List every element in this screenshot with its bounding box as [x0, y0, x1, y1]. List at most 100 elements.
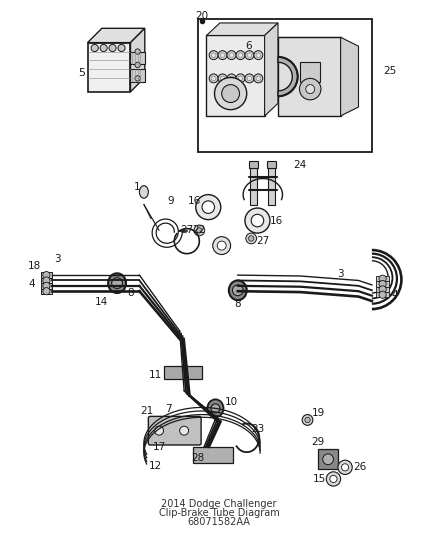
Circle shape — [245, 51, 254, 60]
Circle shape — [135, 62, 140, 68]
Bar — [376, 276, 389, 281]
Circle shape — [306, 85, 314, 94]
Text: 11: 11 — [149, 370, 162, 380]
Ellipse shape — [229, 280, 247, 300]
Circle shape — [197, 228, 202, 233]
Text: 14: 14 — [95, 297, 109, 307]
Text: Clip-Brake Tube Diagram: Clip-Brake Tube Diagram — [159, 507, 279, 518]
Bar — [41, 288, 52, 294]
Text: 7: 7 — [165, 404, 171, 414]
Circle shape — [326, 472, 341, 486]
Circle shape — [236, 74, 245, 83]
Bar — [249, 160, 258, 168]
Text: 22: 22 — [193, 225, 206, 236]
Polygon shape — [265, 23, 278, 116]
Text: 20: 20 — [195, 11, 208, 21]
Circle shape — [212, 53, 216, 58]
Circle shape — [248, 236, 254, 241]
Circle shape — [227, 51, 236, 60]
Bar — [376, 292, 389, 297]
Text: 10: 10 — [225, 397, 238, 407]
Text: 8: 8 — [127, 288, 134, 298]
Circle shape — [379, 275, 386, 282]
Circle shape — [100, 44, 107, 52]
Circle shape — [251, 214, 264, 227]
Text: 26: 26 — [353, 462, 366, 472]
Circle shape — [43, 277, 50, 284]
Bar — [41, 272, 52, 278]
Circle shape — [202, 201, 215, 213]
Text: 19: 19 — [311, 408, 325, 418]
Text: 6: 6 — [245, 41, 252, 51]
Text: 2014 Dodge Challenger: 2014 Dodge Challenger — [161, 499, 277, 508]
Circle shape — [220, 76, 225, 80]
Bar — [88, 43, 131, 92]
Text: 12: 12 — [149, 462, 162, 472]
Circle shape — [323, 454, 333, 465]
Circle shape — [217, 241, 226, 250]
Circle shape — [330, 475, 337, 482]
Text: 9: 9 — [167, 196, 174, 206]
Circle shape — [43, 271, 50, 279]
Bar — [193, 447, 233, 463]
Bar — [206, 36, 265, 116]
Circle shape — [215, 77, 247, 110]
Circle shape — [135, 49, 140, 54]
Text: 4: 4 — [29, 279, 35, 289]
Ellipse shape — [139, 185, 148, 198]
Text: 3: 3 — [54, 254, 60, 264]
Circle shape — [109, 44, 116, 52]
Circle shape — [254, 74, 263, 83]
Bar — [278, 37, 341, 116]
Bar — [198, 19, 372, 152]
Ellipse shape — [108, 273, 126, 293]
Text: 25: 25 — [383, 66, 396, 76]
Text: 27: 27 — [180, 225, 194, 236]
Bar — [131, 52, 145, 64]
Circle shape — [209, 74, 218, 83]
Circle shape — [254, 51, 263, 60]
Bar — [41, 278, 52, 283]
Bar — [131, 69, 145, 82]
Circle shape — [180, 426, 189, 435]
Text: 27: 27 — [256, 236, 269, 246]
Circle shape — [222, 85, 240, 102]
Circle shape — [379, 280, 386, 288]
Ellipse shape — [207, 399, 223, 417]
Circle shape — [218, 51, 227, 60]
Circle shape — [256, 53, 261, 58]
Circle shape — [342, 464, 349, 471]
Circle shape — [300, 78, 321, 100]
Circle shape — [229, 76, 234, 80]
Circle shape — [213, 237, 231, 255]
Circle shape — [379, 286, 386, 293]
Circle shape — [212, 76, 216, 80]
Text: 23: 23 — [251, 424, 264, 434]
Circle shape — [238, 53, 243, 58]
Circle shape — [233, 285, 243, 296]
Text: 17: 17 — [152, 442, 166, 452]
Circle shape — [247, 53, 252, 58]
Circle shape — [209, 51, 218, 60]
Circle shape — [91, 44, 98, 52]
Circle shape — [238, 76, 243, 80]
Circle shape — [229, 53, 234, 58]
Circle shape — [112, 278, 123, 288]
Polygon shape — [206, 23, 278, 36]
Bar — [250, 168, 258, 205]
Text: 29: 29 — [311, 437, 325, 447]
Text: 4: 4 — [392, 290, 399, 300]
Text: 1: 1 — [134, 182, 140, 192]
Text: 16: 16 — [188, 196, 201, 206]
Bar — [164, 366, 202, 379]
Wedge shape — [278, 57, 298, 96]
Text: 16: 16 — [270, 215, 283, 225]
Circle shape — [247, 76, 252, 80]
FancyBboxPatch shape — [148, 416, 201, 445]
Circle shape — [256, 76, 261, 80]
Bar — [376, 287, 389, 292]
Bar — [41, 283, 52, 288]
Circle shape — [43, 282, 50, 289]
Circle shape — [305, 417, 310, 423]
Text: 3: 3 — [337, 269, 344, 279]
